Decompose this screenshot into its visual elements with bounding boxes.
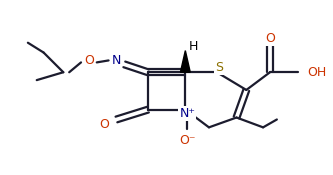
Polygon shape (180, 51, 190, 72)
Text: S: S (215, 61, 223, 74)
Text: O⁻: O⁻ (179, 134, 195, 147)
Text: N: N (112, 54, 121, 67)
Text: O: O (84, 54, 94, 67)
Text: OH: OH (307, 66, 327, 79)
Text: O: O (265, 32, 275, 45)
Text: N⁺: N⁺ (179, 107, 195, 120)
Text: O: O (100, 118, 110, 131)
Text: H: H (188, 40, 198, 53)
